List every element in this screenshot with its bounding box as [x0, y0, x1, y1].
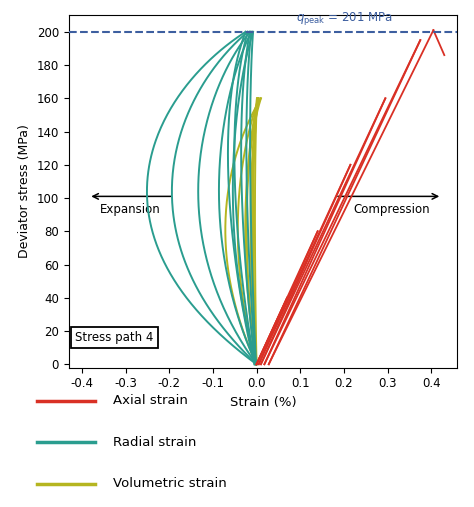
Text: Volumetric strain: Volumetric strain	[113, 477, 227, 490]
X-axis label: Strain (%): Strain (%)	[230, 396, 296, 409]
Text: $q_\mathrm{peak}$ = 201 MPa: $q_\mathrm{peak}$ = 201 MPa	[296, 10, 392, 27]
Text: Compression: Compression	[354, 203, 430, 216]
Y-axis label: Deviator stress (MPa): Deviator stress (MPa)	[18, 124, 31, 259]
Text: Expansion: Expansion	[100, 203, 160, 216]
Text: Axial strain: Axial strain	[113, 394, 188, 408]
Text: Radial strain: Radial strain	[113, 436, 197, 449]
Text: Stress path 4: Stress path 4	[75, 331, 154, 344]
